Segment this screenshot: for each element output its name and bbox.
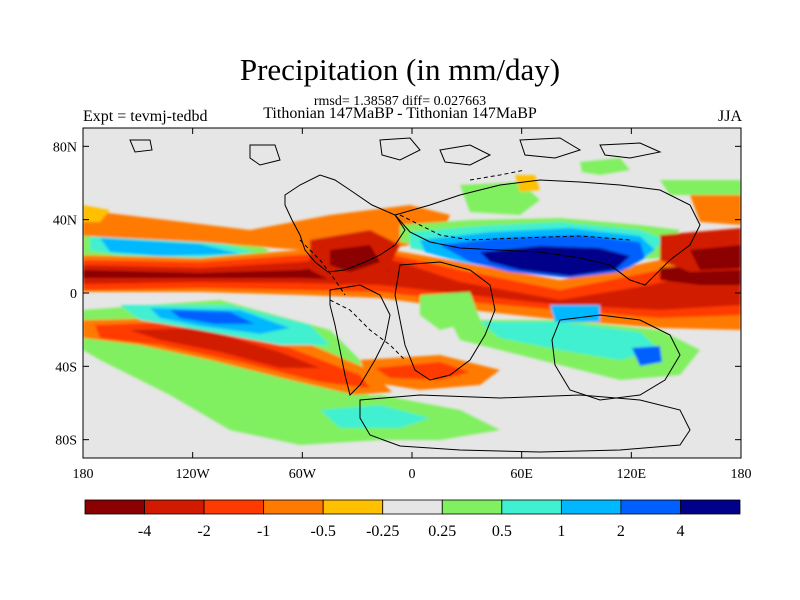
colorbar-swatch bbox=[560, 499, 622, 515]
coast-north-america bbox=[284, 174, 406, 273]
coast-north-isle bbox=[249, 144, 281, 166]
colorbar-label: 2 bbox=[617, 523, 625, 540]
field-asia-navy bbox=[480, 246, 630, 276]
colorbar-swatch bbox=[144, 499, 205, 515]
field-ne-orange bbox=[690, 190, 741, 225]
lat-label: 80N bbox=[53, 140, 77, 155]
colorbar-swatch bbox=[203, 499, 265, 515]
field-se-blue-2 bbox=[632, 346, 662, 366]
colorbar-label: 4 bbox=[676, 523, 684, 540]
colorbar-label: 0.5 bbox=[492, 523, 512, 540]
latitude-axis: 80N 40N 0 40S 80S bbox=[53, 140, 741, 449]
colorbar-label: -1 bbox=[257, 523, 270, 540]
experiment-label: Expt = tevmj-tedbd bbox=[83, 108, 208, 125]
colorbar-swatch bbox=[84, 499, 145, 515]
lon-label: 60E bbox=[510, 467, 533, 482]
field-ne-green bbox=[660, 180, 741, 195]
colorbar-label: -4 bbox=[138, 523, 151, 540]
coast-eurasia bbox=[394, 179, 701, 286]
coast-south-america bbox=[329, 284, 391, 396]
coast-antarctica bbox=[359, 394, 691, 453]
field-north-orange-2 bbox=[83, 205, 110, 222]
colorbar-label: -0.5 bbox=[311, 523, 336, 540]
field-arctic-green-2 bbox=[580, 158, 630, 175]
colorbar-swatch bbox=[680, 499, 741, 515]
colorbar-swatch bbox=[263, 499, 324, 515]
field-americas-maroon bbox=[330, 245, 380, 272]
colorbar-label: -2 bbox=[197, 523, 210, 540]
lon-label: 180 bbox=[73, 467, 94, 482]
lon-label: 180 bbox=[731, 467, 752, 482]
coastlines bbox=[129, 137, 701, 453]
field-north-orange-small bbox=[515, 175, 540, 192]
lon-label: 120W bbox=[176, 467, 211, 482]
lon-label: 60W bbox=[289, 467, 317, 482]
coast-africa bbox=[394, 261, 496, 381]
colorbar-swatch bbox=[441, 499, 503, 515]
colorbar-label: 1 bbox=[557, 523, 565, 540]
lon-label: 120E bbox=[617, 467, 647, 482]
lon-label: 0 bbox=[409, 467, 416, 482]
experiment-subtitle: Tithonian 147MaBP - Tithonian 147MaBP bbox=[263, 105, 537, 122]
colorbar-swatch bbox=[501, 499, 562, 515]
lat-label: 40N bbox=[53, 214, 77, 229]
coast-india-australia bbox=[551, 314, 681, 401]
field-itcz-maroon bbox=[83, 262, 390, 280]
colorbar-label: 0.25 bbox=[428, 523, 456, 540]
field-se-cyan bbox=[480, 322, 660, 360]
colorbar-swatch bbox=[620, 499, 681, 515]
coast-pacific-isle bbox=[129, 139, 153, 153]
field-south-lower-cyan bbox=[320, 405, 430, 428]
colorbar-label: -0.25 bbox=[366, 523, 399, 540]
colorbar-swatch bbox=[382, 499, 443, 515]
lat-label: 0 bbox=[70, 287, 77, 302]
field-south-darkred bbox=[130, 328, 320, 368]
field-north-blue bbox=[100, 238, 240, 256]
colorbar-swatch bbox=[322, 499, 384, 515]
coast-arctic-island-1 bbox=[439, 144, 492, 166]
lat-label: 40S bbox=[55, 360, 77, 375]
season-label: JJA bbox=[717, 108, 742, 125]
colorbar: -4 -2 -1 -0.5 -0.25 0.25 0.5 1 2 4 bbox=[84, 499, 741, 540]
figure-title: Precipitation (in mm/day) bbox=[239, 52, 561, 87]
coast-greenland bbox=[379, 137, 421, 161]
coast-arctic-island-2 bbox=[519, 137, 582, 159]
field-itcz-darkred bbox=[83, 255, 741, 310]
coast-arctic-island-3 bbox=[599, 142, 662, 159]
longitude-axis: 180 120W 60W 0 60E 120E 180 bbox=[73, 128, 752, 482]
field-south-dblue bbox=[170, 310, 255, 324]
precip-anomaly-fields bbox=[83, 158, 741, 445]
field-satl-green bbox=[420, 292, 480, 330]
field-se-blue bbox=[550, 305, 600, 322]
stats-line: rmsd= 1.38587 diff= 0.027663 bbox=[313, 94, 487, 109]
coastlines-dashed bbox=[299, 169, 631, 361]
precipitation-map bbox=[83, 128, 741, 458]
field-east-maroon bbox=[690, 245, 741, 270]
lat-label: 80S bbox=[55, 434, 77, 449]
